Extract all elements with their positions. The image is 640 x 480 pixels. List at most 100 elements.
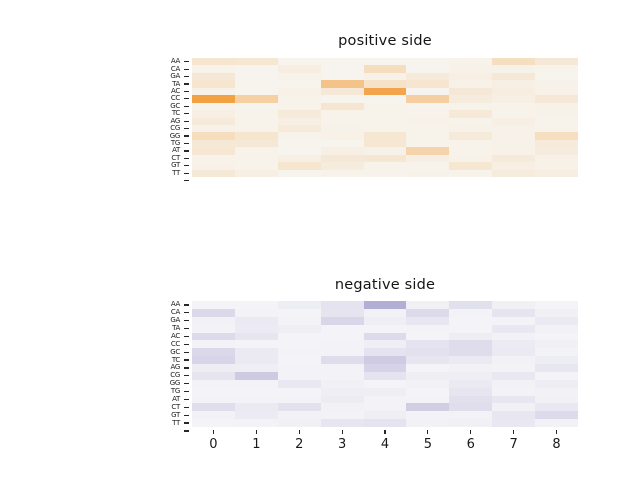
- y-tick-mark: [184, 422, 189, 424]
- y-tick-mark: [184, 351, 189, 353]
- heatmap-cell: [406, 387, 450, 396]
- y-tick-mark: [184, 343, 189, 345]
- heatmap-cell: [492, 364, 536, 372]
- heatmap-cell: [406, 80, 450, 88]
- heatmap-cell: [406, 139, 450, 148]
- heatmap-cell: [277, 58, 321, 66]
- heatmap-cell: [406, 419, 450, 427]
- heatmap-cell: [406, 316, 450, 325]
- negative-heatmap: [192, 301, 578, 427]
- heatmap-cell: [320, 340, 364, 349]
- heatmap-cell: [535, 403, 578, 412]
- heatmap-cell: [234, 102, 278, 111]
- heatmap-cell: [449, 80, 493, 88]
- heatmap-cell: [320, 379, 364, 388]
- heatmap-cell: [449, 72, 493, 81]
- heatmap-cell: [277, 356, 321, 364]
- heatmap-cell: [449, 348, 493, 357]
- heatmap-cell: [234, 379, 278, 388]
- heatmap-cell: [234, 162, 278, 170]
- heatmap-cell: [535, 80, 578, 88]
- heatmap-cell: [192, 95, 235, 103]
- heatmap-cell: [363, 340, 407, 349]
- y-tick-label: AA: [170, 57, 180, 66]
- heatmap-cell: [320, 80, 364, 88]
- y-tick-mark: [184, 90, 189, 93]
- heatmap-cell: [535, 348, 578, 357]
- heatmap-cell: [535, 95, 578, 103]
- heatmap-cell: [192, 162, 235, 170]
- y-tick-label: GC: [170, 347, 180, 356]
- heatmap-cell: [492, 403, 536, 412]
- y-tick-label: CC: [170, 339, 180, 348]
- heatmap-cell: [277, 403, 321, 412]
- y-tick-mark: [184, 142, 189, 145]
- heatmap-cell: [406, 308, 450, 317]
- heatmap-cell: [320, 348, 364, 357]
- y-tick-mark: [184, 367, 189, 369]
- heatmap-cell: [492, 58, 536, 66]
- heatmap-cell: [234, 72, 278, 81]
- heatmap-cell: [449, 364, 493, 372]
- heatmap-cell: [363, 301, 407, 309]
- heatmap-cell: [320, 395, 364, 404]
- heatmap-cell: [192, 80, 235, 88]
- heatmap-cell: [363, 348, 407, 357]
- heatmap-cell: [535, 316, 578, 325]
- heatmap-cell: [406, 332, 450, 341]
- y-tick-mark: [184, 383, 189, 385]
- y-tick-mark: [184, 113, 189, 115]
- y-tick-label: CT: [171, 402, 180, 411]
- y-tick-mark: [184, 83, 189, 85]
- heatmap-cell: [277, 379, 321, 388]
- y-tick-mark: [184, 75, 189, 78]
- heatmap-cell: [535, 419, 578, 427]
- heatmap-cell: [192, 411, 235, 420]
- heatmap-cell: [234, 117, 278, 125]
- heatmap-cell: [449, 139, 493, 148]
- heatmap-cell: [192, 72, 235, 81]
- heatmap-cell: [363, 379, 407, 388]
- heatmap-cell: [320, 87, 364, 96]
- heatmap-cell: [535, 139, 578, 148]
- heatmap-cell: [363, 162, 407, 170]
- heatmap-cell: [406, 72, 450, 81]
- y-tick-label: AC: [171, 331, 180, 340]
- heatmap-cell: [406, 147, 450, 155]
- heatmap-cell: [192, 387, 235, 396]
- y-tick-mark: [184, 98, 189, 100]
- y-tick-label: CG: [170, 124, 180, 133]
- y-tick-label: CA: [170, 308, 180, 317]
- heatmap-cell: [192, 348, 235, 357]
- heatmap-cell: [234, 332, 278, 341]
- y-tick-mark: [184, 68, 189, 70]
- heatmap-cell: [363, 154, 407, 163]
- heatmap-cell: [535, 58, 578, 66]
- heatmap-cell: [363, 117, 407, 125]
- heatmap-cell: [277, 411, 321, 420]
- y-tick-label: GG: [169, 131, 181, 140]
- y-tick-mark: [184, 320, 189, 322]
- heatmap-cell: [449, 154, 493, 163]
- heatmap-cell: [320, 65, 364, 73]
- heatmap-cell: [363, 403, 407, 412]
- heatmap-cell: [277, 387, 321, 396]
- heatmap-cell: [277, 110, 321, 118]
- heatmap-cell: [363, 371, 407, 380]
- heatmap-cell: [492, 72, 536, 81]
- x-tick-mark: [513, 430, 515, 434]
- heatmap-cell: [363, 411, 407, 420]
- heatmap-cell: [277, 419, 321, 427]
- heatmap-cell: [535, 356, 578, 364]
- heatmap-cell: [535, 87, 578, 96]
- y-tick-label: AT: [172, 146, 180, 155]
- heatmap-cell: [277, 162, 321, 170]
- heatmap-cell: [363, 324, 407, 333]
- y-tick-label: AG: [170, 363, 181, 372]
- heatmap-cell: [363, 332, 407, 341]
- x-tick-mark: [470, 430, 472, 434]
- heatmap-cell: [492, 162, 536, 170]
- y-tick-mark: [184, 150, 189, 152]
- heatmap-cell: [535, 371, 578, 380]
